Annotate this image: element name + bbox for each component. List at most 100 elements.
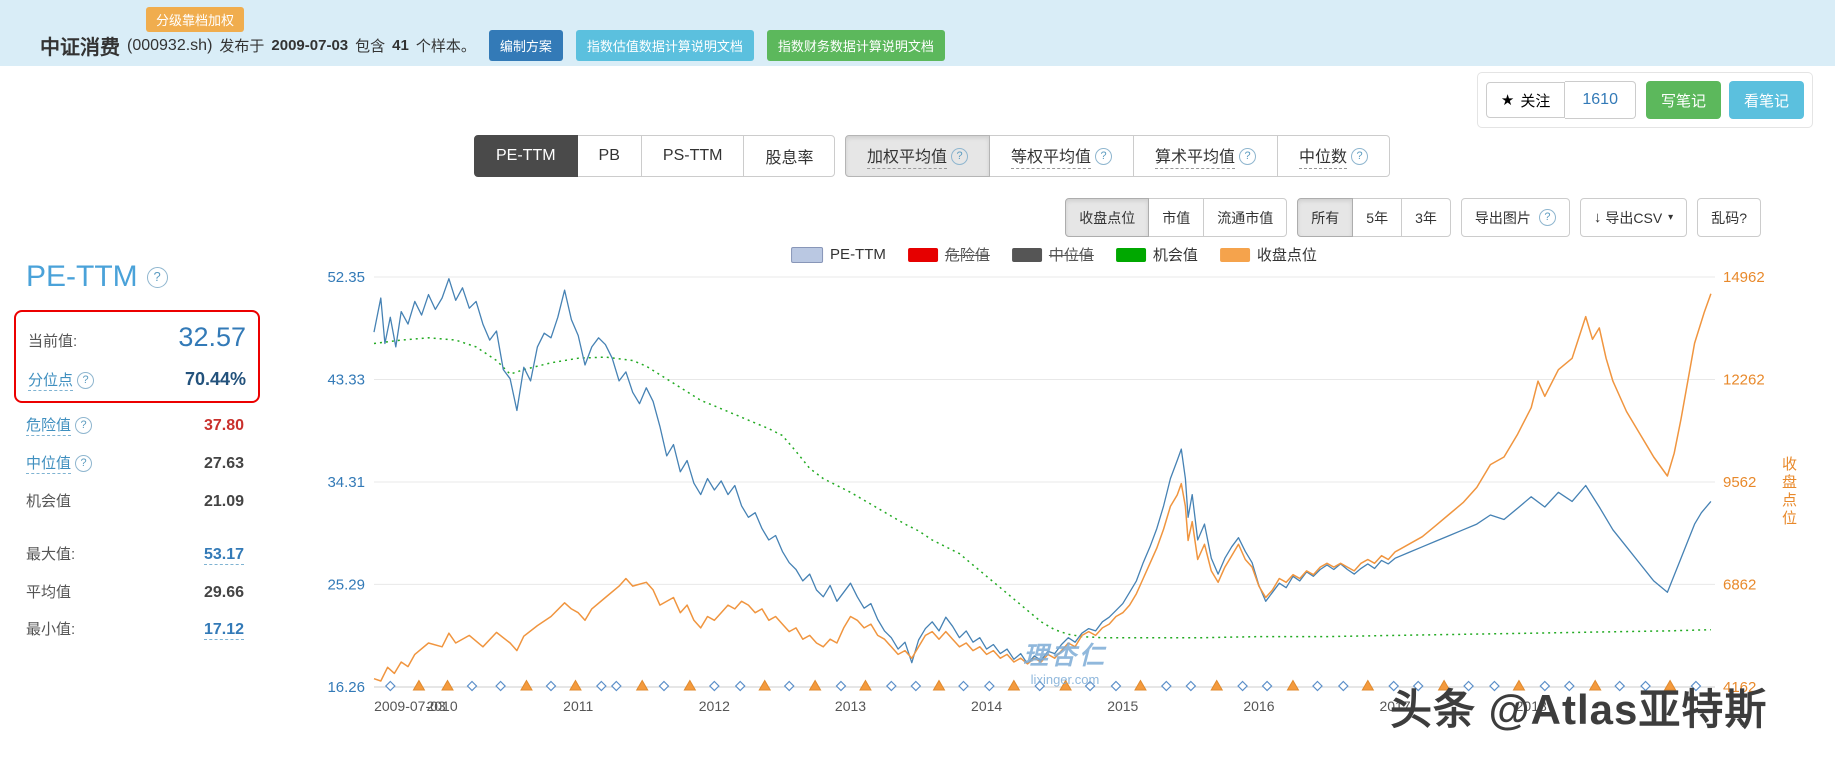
- download-icon: ↓: [1593, 209, 1602, 226]
- tab-pb[interactable]: PB: [576, 135, 642, 177]
- svg-text:6862: 6862: [1723, 577, 1756, 594]
- corner-watermark: 头条 @Atlas亚特斯: [1390, 686, 1768, 733]
- max-value-row: 最大值: 53.17: [26, 535, 244, 573]
- svg-text:2016: 2016: [1243, 698, 1274, 714]
- legend-label: PE-TTM: [830, 246, 886, 263]
- median-value: 27.63: [203, 455, 244, 472]
- help-icon[interactable]: ?: [75, 454, 93, 472]
- chart-legend: PE-TTM 危险值 中位值 机会值 收盘点位: [791, 244, 1317, 265]
- tab-median[interactable]: 中位数 ?: [1277, 135, 1391, 177]
- panel-title: PE-TTM ?: [26, 260, 296, 294]
- opportunity-label: 机会值: [26, 493, 72, 510]
- right-axis-title: 收盘点位: [1780, 456, 1797, 528]
- range-all[interactable]: 所有: [1297, 198, 1354, 237]
- tab-weighted-average[interactable]: 加权平均值 ?: [845, 135, 991, 177]
- help-icon[interactable]: ?: [1095, 147, 1113, 165]
- legend-swatch: [1115, 247, 1146, 262]
- median-value-row: 中位值 ? 27.63: [26, 444, 244, 482]
- axis-labels: 52.35 43.33 34.31 25.29 16.26 14962 12262 9562 6…: [327, 269, 1764, 714]
- svg-text:2017: 2017: [1379, 698, 1410, 714]
- svg-text:2013: 2013: [835, 698, 866, 714]
- legend-item-机会值[interactable]: 机会值: [1115, 244, 1198, 265]
- compilation-plan-button[interactable]: 编制方案: [488, 30, 563, 61]
- percentile-row: 分位点 ? 70.44%: [28, 361, 246, 399]
- contains-suffix: 个样本。: [415, 38, 476, 55]
- svg-text:9562: 9562: [1723, 474, 1756, 491]
- range-3y[interactable]: 3年: [1401, 198, 1451, 237]
- help-icon[interactable]: ?: [1239, 147, 1257, 165]
- legend-swatch: [791, 246, 824, 263]
- export-image-button[interactable]: 导出图片 ?: [1460, 198, 1570, 237]
- export-csv-button[interactable]: ↓ 导出CSV ▾: [1579, 198, 1688, 237]
- index-info-line: 中证消费 (000932.sh) 发布于 2009-07-03 包含 41 个样…: [40, 30, 945, 61]
- stats-panel: PE-TTM ? 当前值: 32.57 分位点 ? 70.44% 危险值 ? 3…: [14, 260, 296, 648]
- star-icon: ★: [1500, 92, 1515, 109]
- svg-text:2015: 2015: [1107, 698, 1138, 714]
- avg-value: 29.66: [203, 584, 244, 601]
- tab-equal-weighted-average[interactable]: 等权平均值 ?: [989, 135, 1135, 177]
- legend-label: 机会值: [1152, 247, 1198, 264]
- valuation-doc-button[interactable]: 指数估值数据计算说明文档: [575, 30, 754, 61]
- legend-item-PE-TTM[interactable]: PE-TTM: [791, 246, 886, 263]
- view-note-button[interactable]: 看笔记: [1728, 81, 1804, 119]
- chart-canvas[interactable]: 52.35 43.33 34.31 25.29 16.26 14962 12262 9562 6…: [280, 238, 1828, 753]
- danger-label: 危险值 ?: [26, 414, 93, 436]
- tab-pe-ttm[interactable]: PE-TTM: [474, 135, 578, 177]
- legend-item-收盘点位[interactable]: 收盘点位: [1219, 244, 1317, 265]
- event-markers: [384, 679, 1702, 692]
- max-value[interactable]: 53.17: [203, 546, 244, 565]
- range-5y[interactable]: 5年: [1352, 198, 1403, 237]
- financial-doc-button[interactable]: 指数财务数据计算说明文档: [766, 30, 945, 61]
- help-icon[interactable]: ?: [75, 416, 93, 434]
- legend-label: 收盘点位: [1256, 247, 1317, 264]
- help-icon[interactable]: ?: [951, 147, 969, 165]
- chevron-down-icon: ▾: [1668, 212, 1674, 223]
- follow-count[interactable]: 1610: [1565, 81, 1636, 119]
- tab-ps-ttm[interactable]: PS-TTM: [640, 135, 745, 177]
- overlay-market-cap[interactable]: 市值: [1148, 198, 1205, 237]
- overlay-float-cap[interactable]: 流通市值: [1203, 198, 1288, 237]
- danger-value-row: 危险值 ? 37.80: [26, 406, 244, 444]
- legend-item-危险值[interactable]: 危险值: [907, 244, 990, 265]
- svg-text:2011: 2011: [563, 698, 593, 714]
- write-note-button[interactable]: 写笔记: [1645, 81, 1721, 119]
- follow-label: 关注: [1520, 92, 1551, 110]
- svg-text:2010: 2010: [426, 698, 457, 714]
- follow-button[interactable]: ★ 关注: [1485, 82, 1566, 118]
- legend-item-中位值[interactable]: 中位值: [1011, 244, 1094, 265]
- min-value[interactable]: 17.12: [203, 621, 244, 640]
- current-value: 32.57: [178, 322, 246, 352]
- tab-arithmetic-average[interactable]: 算术平均值 ?: [1133, 135, 1279, 177]
- min-label: 最小值:: [26, 621, 76, 638]
- tab-dividend-yield[interactable]: 股息率: [743, 135, 836, 177]
- svg-text:2018: 2018: [1516, 698, 1547, 714]
- avg-label: 平均值: [26, 584, 72, 601]
- legend-swatch: [1011, 247, 1042, 262]
- help-icon[interactable]: ?: [146, 266, 168, 288]
- help-icon[interactable]: ?: [77, 371, 95, 389]
- published-prefix: 发布于: [219, 38, 265, 55]
- series-lines: [373, 278, 1712, 682]
- opportunity-value-row: 机会值 21.09: [26, 482, 244, 519]
- garbled-button[interactable]: 乱码?: [1697, 198, 1761, 237]
- svg-text:4162: 4162: [1723, 679, 1756, 696]
- svg-text:12262: 12262: [1723, 372, 1765, 389]
- percentile-label: 分位点 ?: [28, 369, 95, 391]
- chart-toolbar: 收盘点位 市值 流通市值 所有 5年 3年 导出图片 ? ↓ 导出CSV ▾ 乱…: [1065, 198, 1761, 237]
- index-name: 中证消费: [40, 37, 120, 59]
- percentile-value: 70.44%: [184, 369, 246, 389]
- help-icon[interactable]: ?: [1538, 209, 1556, 226]
- min-value-row: 最小值: 17.12: [26, 610, 244, 648]
- metric-tab-group: PE-TTM PB PS-TTM 股息率: [474, 135, 836, 177]
- weighting-badge: 分级靠档加权: [146, 7, 245, 32]
- help-icon[interactable]: ?: [1351, 147, 1369, 165]
- method-tab-group: 加权平均值 ? 等权平均值 ? 算术平均值 ? 中位数 ?: [845, 135, 1391, 177]
- overlay-close-points[interactable]: 收盘点位: [1065, 198, 1150, 237]
- avg-value-row: 平均值 29.66: [26, 573, 244, 610]
- svg-text:14962: 14962: [1723, 269, 1765, 286]
- legend-swatch: [907, 247, 938, 262]
- index-code: (000932.sh): [127, 36, 213, 54]
- svg-text:43.33: 43.33: [327, 371, 365, 388]
- max-label: 最大值:: [26, 546, 76, 563]
